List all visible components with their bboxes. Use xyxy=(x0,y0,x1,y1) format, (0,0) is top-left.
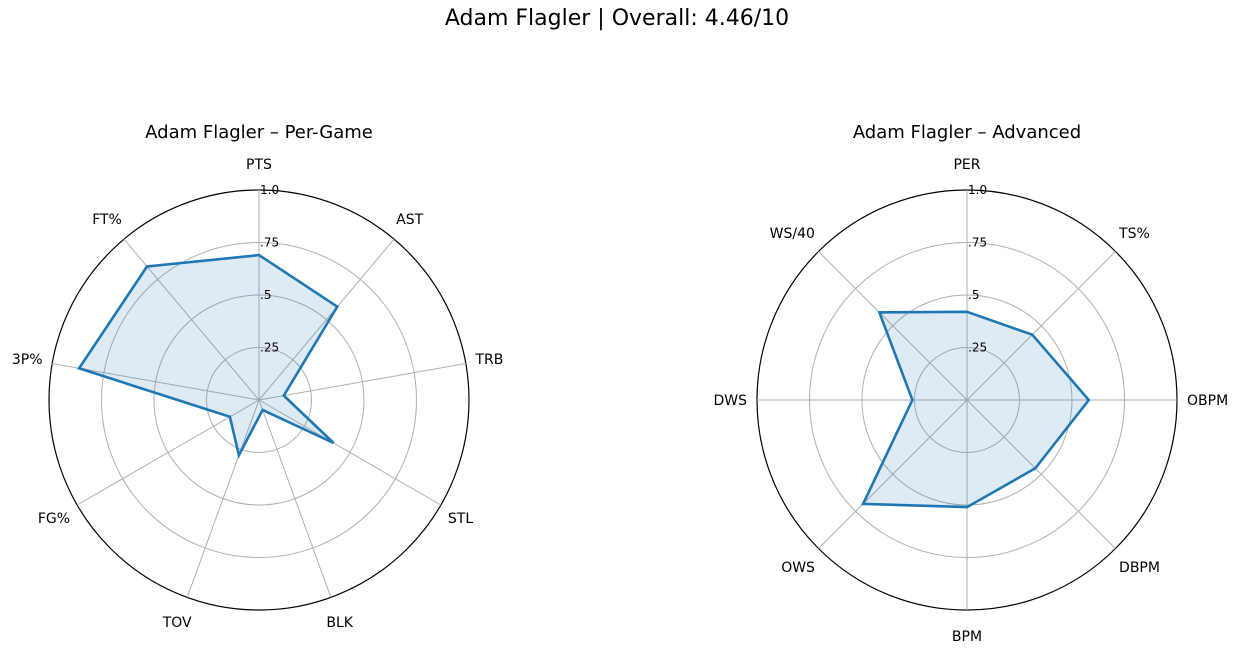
category-label-per: PER xyxy=(953,157,980,173)
category-label-fgpct: FG% xyxy=(38,511,70,527)
radial-tick-label: .5 xyxy=(968,288,979,302)
chart-title: Adam Flagler – Per-Game xyxy=(145,122,373,143)
radial-tick-label: 1.0 xyxy=(260,183,279,197)
category-label-dws: DWS xyxy=(713,393,747,409)
category-label-ast: AST xyxy=(396,212,423,228)
radial-tick-label: .75 xyxy=(968,236,987,250)
radar-chart-per-game: Adam Flagler – Per-Game .25 .5 .75 1.0 PTS AST… xyxy=(12,122,503,631)
category-label-obpm: OBPM xyxy=(1187,393,1228,409)
spoke-stl xyxy=(258,399,442,506)
category-label-ftpct: FT% xyxy=(92,212,122,228)
category-label-stl: STL xyxy=(448,511,473,527)
radial-tick-label: .75 xyxy=(260,236,279,250)
category-label-dbpm: DBPM xyxy=(1119,560,1160,576)
figure-title: Adam Flagler | Overall: 4.46/10 xyxy=(444,6,790,31)
series-fill xyxy=(79,255,338,456)
radial-tick-label: .25 xyxy=(968,341,987,355)
category-label-tspct: TS% xyxy=(1118,226,1150,242)
category-label-pts: PTS xyxy=(246,157,272,173)
category-label-blk: BLK xyxy=(326,615,353,631)
spoke-ws-40 xyxy=(818,251,968,401)
radial-tick-label: 1.0 xyxy=(968,183,987,197)
radial-tick-label: .5 xyxy=(260,288,271,302)
category-label-bpm: BPM xyxy=(952,629,982,645)
category-label-ows: OWS xyxy=(781,560,815,576)
category-label-tov: TOV xyxy=(162,615,192,631)
radial-tick-label: .25 xyxy=(260,341,279,355)
spoke-blk xyxy=(258,399,332,598)
category-label-3ppct: 3P% xyxy=(12,352,43,368)
spoke-ast xyxy=(258,238,395,401)
radar-chart-advanced: Adam Flagler – Advanced .25 .5 .75 1.0 PER TS%… xyxy=(713,122,1228,645)
chart-title: Adam Flagler – Advanced xyxy=(853,122,1081,143)
spoke-trb xyxy=(258,363,466,401)
spoke-ows xyxy=(818,399,968,549)
series-fill xyxy=(863,311,1089,508)
spoke-tov xyxy=(186,399,260,598)
spoke-dbpm xyxy=(966,399,1116,549)
category-label-trb: TRB xyxy=(474,352,503,368)
spoke-tspct xyxy=(966,251,1116,401)
category-label-ws-40: WS/40 xyxy=(770,226,815,242)
series-line xyxy=(77,253,340,460)
